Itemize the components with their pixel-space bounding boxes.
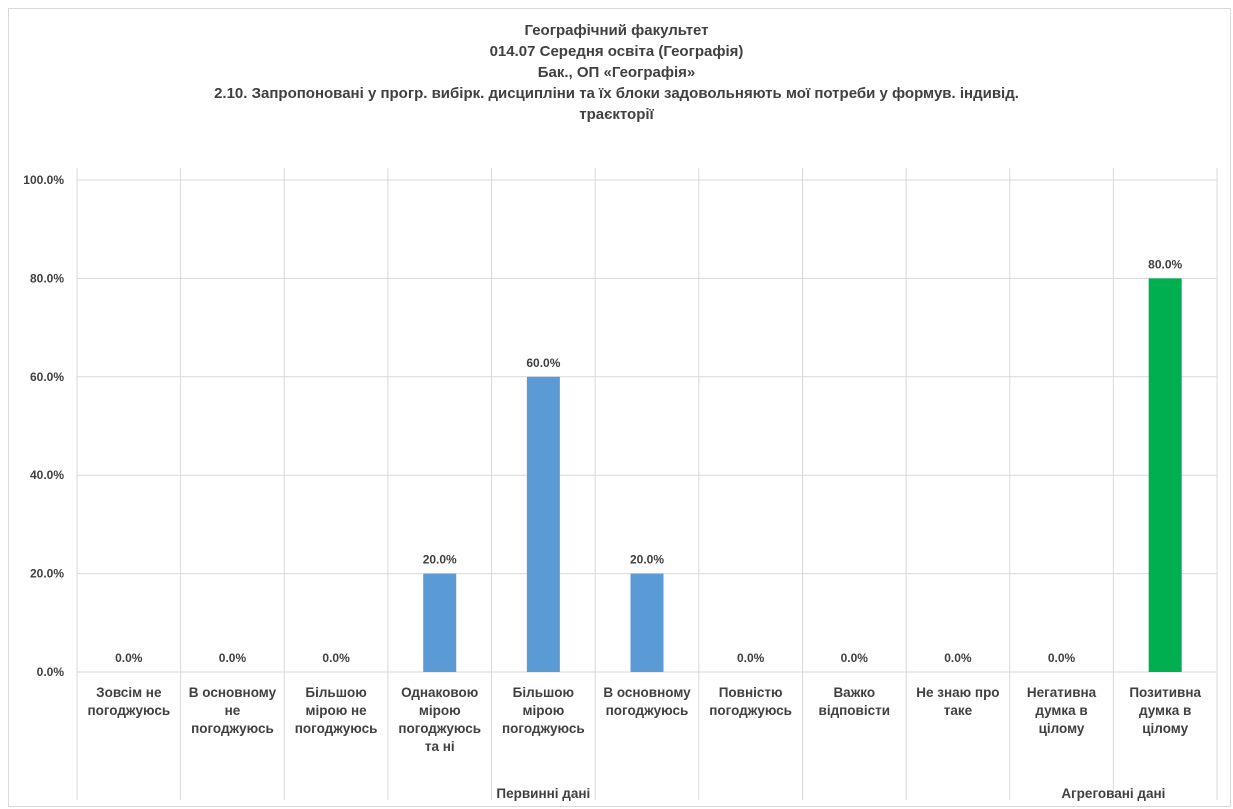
- chart-title-line-2: 014.07 Середня освіта (Географія): [489, 43, 744, 60]
- x-tick-label: Не знаю про таке: [916, 685, 999, 718]
- x-group-label: Агреговані дані: [1061, 786, 1165, 801]
- y-tick-label: 100.0%: [23, 173, 64, 187]
- bar: [630, 573, 664, 672]
- bar: [526, 376, 560, 672]
- data-label: 20.0%: [423, 553, 457, 567]
- x-tick-label: Негативна думка в цілому: [1027, 685, 1097, 736]
- x-tick-label: Повністю погоджуюсь: [709, 685, 792, 718]
- chart-title-line-1: Географічний факультет: [524, 22, 709, 39]
- data-label: 80.0%: [1148, 257, 1182, 271]
- x-tick-label: Важко відповісти: [819, 685, 891, 718]
- data-label: 20.0%: [630, 553, 664, 567]
- data-label: 0.0%: [115, 651, 143, 665]
- y-tick-label: 60.0%: [30, 370, 64, 384]
- chart-title: Географічний факультет 014.07 Середня ос…: [0, 20, 1233, 125]
- y-tick-label: 40.0%: [30, 468, 64, 482]
- x-tick-label: Зовсім не погоджуюсь: [87, 685, 170, 718]
- data-label: 0.0%: [737, 651, 765, 665]
- y-tick-label: 0.0%: [37, 665, 65, 679]
- x-tick-label: Позитивна думка в цілому: [1129, 685, 1201, 736]
- x-tick-label: В основному не погоджуюсь: [189, 685, 277, 736]
- data-label: 0.0%: [841, 651, 869, 665]
- data-label: 0.0%: [219, 651, 247, 665]
- bar: [1148, 278, 1182, 672]
- chart-title-line-5: траєкторії: [579, 106, 654, 123]
- chart-frame: [8, 8, 1231, 807]
- x-group-label: Первинні дані: [496, 786, 590, 801]
- data-label: 0.0%: [322, 651, 350, 665]
- data-label: 0.0%: [944, 651, 972, 665]
- y-tick-label: 80.0%: [30, 271, 64, 285]
- chart-title-line-4: 2.10. Запропоновані у прогр. вибірк. дис…: [214, 85, 1019, 102]
- data-label: 60.0%: [526, 356, 560, 370]
- bar: [423, 573, 457, 672]
- x-tick-label: Більшою мірою не погоджуюсь: [295, 685, 378, 736]
- x-tick-label: Однаковою мірою погоджуюсь та ні: [398, 685, 481, 754]
- data-label: 0.0%: [1048, 651, 1076, 665]
- chart-title-line-3: Бак., ОП «Географія»: [537, 64, 696, 81]
- x-tick-label: В основному погоджуюсь: [603, 685, 691, 718]
- y-tick-label: 20.0%: [30, 567, 64, 581]
- x-tick-label: Більшою мірою погоджуюсь: [502, 685, 585, 736]
